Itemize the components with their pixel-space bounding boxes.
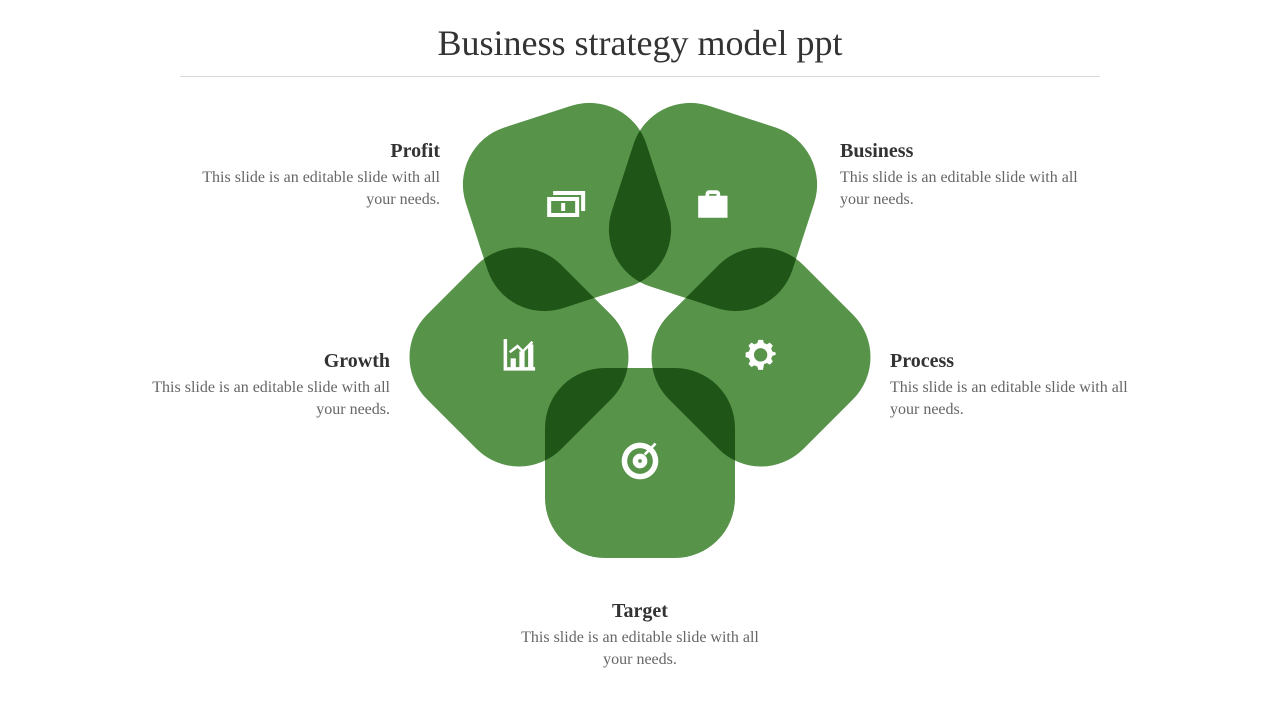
- label-profit: Profit This slide is an editable slide w…: [200, 140, 440, 210]
- label-desc: This slide is an editable slide with all…: [510, 627, 770, 670]
- label-desc: This slide is an editable slide with all…: [150, 377, 390, 420]
- label-desc: This slide is an editable slide with all…: [890, 377, 1150, 420]
- label-desc: This slide is an editable slide with all…: [200, 167, 440, 210]
- title-rule: [180, 76, 1100, 77]
- label-desc: This slide is an editable slide with all…: [840, 167, 1100, 210]
- briefcase-icon: [691, 183, 735, 232]
- label-heading: Target: [510, 600, 770, 623]
- target-icon: [618, 439, 662, 488]
- label-growth: Growth This slide is an editable slide w…: [150, 350, 390, 420]
- label-heading: Profit: [200, 140, 440, 163]
- label-heading: Process: [890, 350, 1150, 373]
- gear-icon: [741, 335, 781, 380]
- petal-diagram: [420, 120, 860, 580]
- slide-title: Business strategy model ppt: [0, 22, 1280, 64]
- label-target: Target This slide is an editable slide w…: [510, 600, 770, 670]
- chart-icon: [498, 334, 540, 381]
- label-process: Process This slide is an editable slide …: [890, 350, 1150, 420]
- money-icon: [543, 181, 591, 234]
- slide: Business strategy model ppt: [0, 0, 1280, 720]
- label-heading: Business: [840, 140, 1100, 163]
- label-heading: Growth: [150, 350, 390, 373]
- label-business: Business This slide is an editable slide…: [840, 140, 1100, 210]
